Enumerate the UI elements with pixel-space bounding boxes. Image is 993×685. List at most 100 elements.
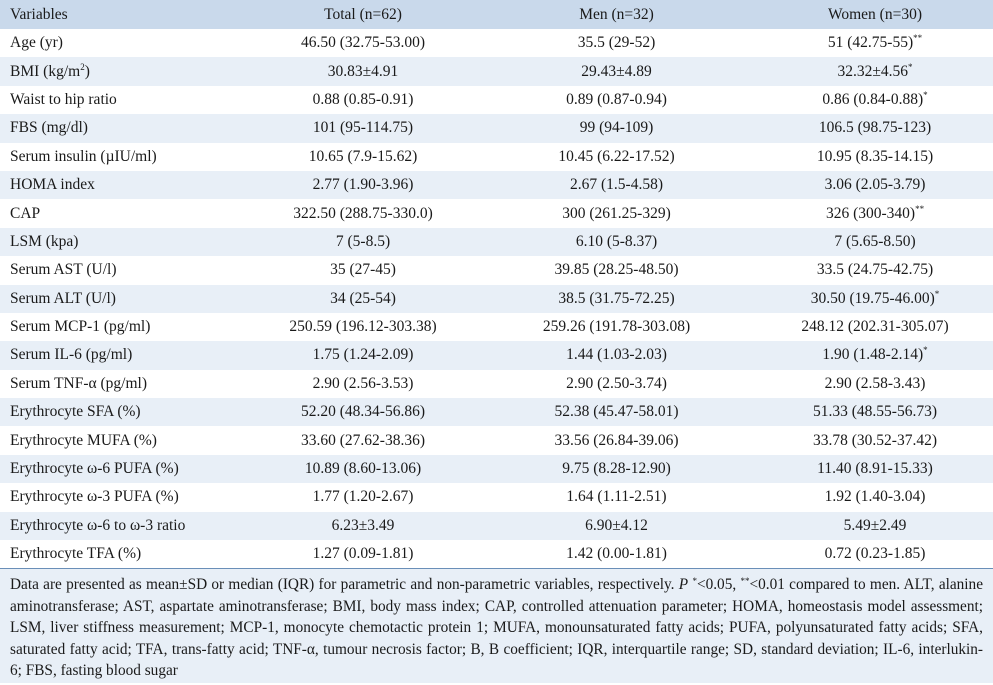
cell-total-text: 1.27 (0.09-1.81) <box>312 545 414 563</box>
cell-total: 2.77 (1.90-3.96) <box>240 170 486 200</box>
cell-women: 326 (300-340)** <box>747 199 993 228</box>
significance-marker: * <box>934 288 940 299</box>
cell-total: 0.88 (0.85-0.91) <box>240 85 486 115</box>
cell-variable-text: Erythrocyte ω-6 PUFA (%) <box>10 460 179 478</box>
cell-variable: LSM (kpa) <box>0 227 240 257</box>
cell-variable: FBS (mg/dl) <box>0 114 240 143</box>
cell-total-text: 6.23±3.49 <box>331 516 395 534</box>
cell-men-text: 9.75 (8.28-12.90) <box>562 460 671 478</box>
cell-variable-text: Erythrocyte ω-3 PUFA (%) <box>10 488 179 506</box>
cell-men-text: 99 (94-109) <box>579 119 654 137</box>
cell-women: 0.72 (0.23-1.85) <box>747 540 993 569</box>
cell-men-text: 29.43±4.89 <box>581 62 652 80</box>
cell-women-text: 0.72 (0.23-1.85) <box>824 545 926 563</box>
cell-women: 33.5 (24.75-42.75) <box>747 256 993 285</box>
cell-total: 101 (95-114.75) <box>240 114 486 143</box>
cell-women-text: 30.50 (19.75-46.00) <box>810 289 935 307</box>
cell-men: 300 (261.25-329) <box>486 199 747 228</box>
cell-women: 32.32±4.56* <box>747 57 993 86</box>
unit-close: ) <box>84 62 90 80</box>
cell-men-text: 33.56 (26.84-39.06) <box>554 431 679 449</box>
table-row: HOMA index 2.77 (1.90-3.96) 2.67 (1.5-4.58… <box>0 170 993 200</box>
cell-total-text: 2.90 (2.56-3.53) <box>312 374 414 392</box>
cell-men: 2.90 (2.50-3.74) <box>486 369 747 399</box>
cell-total-text: 10.89 (8.60-13.06) <box>304 460 422 478</box>
cell-women: 3.06 (2.05-3.79) <box>747 170 993 200</box>
cell-variable-text: Age (yr) <box>10 34 63 52</box>
cell-women: 2.90 (2.58-3.43) <box>747 369 993 399</box>
cell-men: 10.45 (6.22-17.52) <box>486 142 747 171</box>
header-women: Women (n=30) <box>747 0 993 29</box>
cell-men-text: 39.85 (28.25-48.50) <box>554 261 679 279</box>
cell-variable-text: FBS (mg/dl) <box>10 119 88 137</box>
cell-women-text: 1.92 (1.40-3.04) <box>824 488 926 506</box>
table-row: Erythrocyte SFA (%) 52.20 (48.34-56.86) 52… <box>0 398 993 427</box>
cell-women: 1.92 (1.40-3.04) <box>747 483 993 512</box>
cell-variable: HOMA index <box>0 170 240 200</box>
cell-variable: Erythrocyte MUFA (%) <box>0 426 240 455</box>
cell-women-text: 2.90 (2.58-3.43) <box>824 374 926 392</box>
table-row: Serum insulin (µIU/ml) 10.65 (7.9-15.62) 1… <box>0 142 993 171</box>
table-row: CAP 322.50 (288.75-330.0) 300 (261.25-329)… <box>0 199 993 228</box>
cell-variable: Serum TNF-α (pg/ml) <box>0 369 240 399</box>
cell-variable-text: Erythrocyte SFA (%) <box>10 403 141 421</box>
cell-men-text: 1.42 (0.00-1.81) <box>566 545 667 563</box>
cell-total-text: 30.83±4.91 <box>327 62 399 80</box>
table-row: Serum IL-6 (pg/ml) 1.75 (1.24-2.09) 1.44 (… <box>0 341 993 370</box>
cell-variable: Erythrocyte TFA (%) <box>0 540 240 569</box>
cell-variable: Age (yr) <box>0 29 240 58</box>
cell-men: 39.85 (28.25-48.50) <box>486 256 747 285</box>
cell-variable: Waist to hip ratio <box>0 85 240 115</box>
cell-men-text: 38.5 (31.75-72.25) <box>558 289 675 307</box>
cell-total: 2.90 (2.56-3.53) <box>240 369 486 399</box>
table-row: LSM (kpa) 7 (5-8.5) 6.10 (5-8.37) 7 (5.65-8… <box>0 227 993 257</box>
table-row: Serum MCP-1 (pg/ml) 250.59 (196.12-303.38… <box>0 312 993 342</box>
cell-total: 1.77 (1.20-2.67) <box>240 483 486 512</box>
footnote-sig1-marker: * <box>692 576 697 587</box>
cell-total: 1.75 (1.24-2.09) <box>240 341 486 370</box>
cell-women-text: 10.95 (8.35-14.15) <box>816 147 934 165</box>
table-row: Erythrocyte ω-6 to ω-3 ratio 6.23±3.49 6.9… <box>0 511 993 541</box>
table-row: Serum TNF-α (pg/ml) 2.90 (2.56-3.53) 2.90 … <box>0 369 993 399</box>
cell-men: 29.43±4.89 <box>486 57 747 86</box>
cell-total-text: 0.88 (0.85-0.91) <box>312 90 414 108</box>
cell-women: 0.86 (0.84-0.88)* <box>747 85 993 115</box>
cell-women-text: 326 (300-340) <box>825 204 916 222</box>
cell-total: 7 (5-8.5) <box>240 227 486 257</box>
cell-women: 248.12 (202.31-305.07) <box>747 312 993 342</box>
cell-men: 259.26 (191.78-303.08) <box>486 312 747 342</box>
cell-total-text: 1.77 (1.20-2.67) <box>312 488 414 506</box>
cell-total-text: 1.75 (1.24-2.09) <box>312 346 414 364</box>
cell-men: 99 (94-109) <box>486 114 747 143</box>
table-row: Erythrocyte ω-3 PUFA (%) 1.77 (1.20-2.67)… <box>0 483 993 512</box>
footnote-p-letter: P <box>678 576 689 594</box>
cell-women-text: 1.90 (1.48-2.14) <box>822 346 924 364</box>
cell-men: 1.64 (1.11-2.51) <box>486 483 747 512</box>
cell-men-text: 6.10 (5-8.37) <box>575 232 658 250</box>
cell-men-text: 259.26 (191.78-303.08) <box>542 318 691 336</box>
cell-variable: Serum IL-6 (pg/ml) <box>0 341 240 370</box>
cell-variable: Erythrocyte ω-6 to ω-3 ratio <box>0 511 240 541</box>
cell-women-text: 5.49±2.49 <box>843 516 907 534</box>
cell-variable: Erythrocyte SFA (%) <box>0 398 240 427</box>
cell-men-text: 2.67 (1.5-4.58) <box>570 176 663 194</box>
table-row: Waist to hip ratio 0.88 (0.85-0.91) 0.89 (… <box>0 85 993 115</box>
cell-total: 35 (27-45) <box>240 256 486 285</box>
cell-women: 51.33 (48.55-56.73) <box>747 398 993 427</box>
cell-men: 35.5 (29-52) <box>486 29 747 58</box>
significance-marker: * <box>908 61 913 72</box>
cell-men: 38.5 (31.75-72.25) <box>486 284 747 313</box>
table-row: Serum AST (U/l) 35 (27-45) 39.85 (28.25-48… <box>0 256 993 285</box>
cell-total-text: 322.50 (288.75-330.0) <box>293 204 433 222</box>
table-row: Erythrocyte ω-6 PUFA (%) 10.89 (8.60-13.0… <box>0 454 993 484</box>
cell-variable-text: CAP <box>10 204 41 222</box>
cell-men-text: 0.89 (0.87-0.94) <box>566 90 667 108</box>
cell-total: 10.65 (7.9-15.62) <box>240 142 486 171</box>
cell-women-text: 248.12 (202.31-305.07) <box>801 318 949 336</box>
cell-variable-text: Serum IL-6 (pg/ml) <box>10 346 133 364</box>
cell-men: 0.89 (0.87-0.94) <box>486 85 747 115</box>
cell-variable: CAP <box>0 199 240 228</box>
cell-men: 1.42 (0.00-1.81) <box>486 540 747 569</box>
header-variables: Variables <box>0 0 240 29</box>
footnote-sig2-marker: ** <box>740 576 750 587</box>
